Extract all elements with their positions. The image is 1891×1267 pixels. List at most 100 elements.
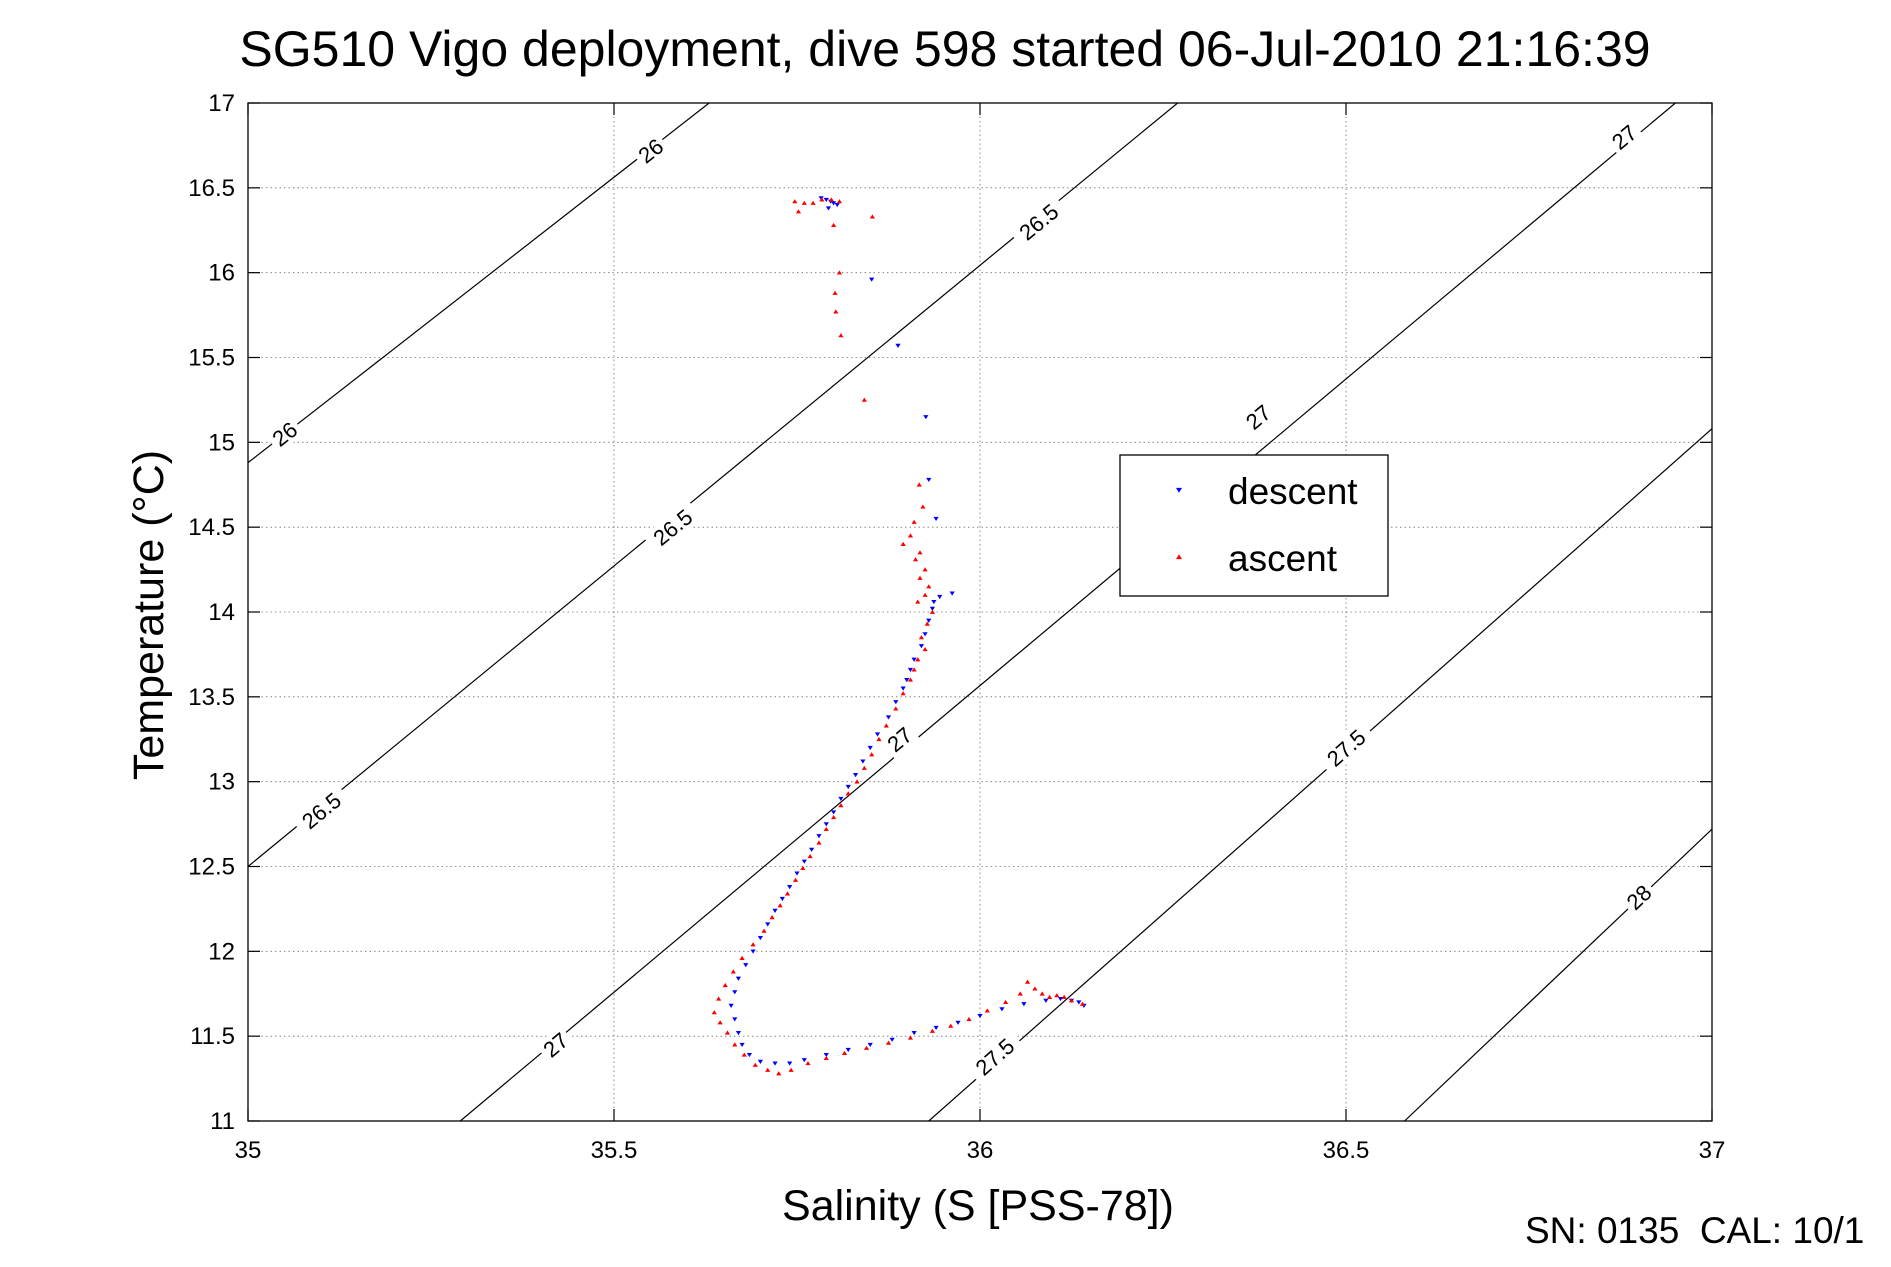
x-tick-label: 36.5 xyxy=(1323,1137,1370,1164)
descent-point xyxy=(818,196,824,201)
ascent-point xyxy=(833,309,839,314)
descent-point xyxy=(918,644,925,649)
descent-point xyxy=(904,678,910,683)
descent-point xyxy=(860,759,866,764)
ascent-point xyxy=(900,541,906,546)
ascent-point xyxy=(836,199,843,204)
descent-point xyxy=(867,1042,873,1047)
ascent-point xyxy=(885,1040,892,1045)
contour-label-bg xyxy=(642,499,703,555)
descent-point xyxy=(787,885,793,890)
descent-point xyxy=(1076,1000,1082,1005)
contour-label-27.5: 27.5 xyxy=(1316,719,1376,776)
descent-point xyxy=(895,343,901,348)
ascent-point xyxy=(800,865,806,871)
descent-point xyxy=(779,896,785,902)
ascent-point xyxy=(907,1035,914,1040)
descent-point xyxy=(765,922,771,927)
ascent-point xyxy=(717,1020,723,1025)
ascent-point xyxy=(911,667,917,672)
y-tick-label: 16.5 xyxy=(188,175,235,202)
ascent-point xyxy=(929,1028,936,1033)
ascent-point xyxy=(929,609,936,614)
descent-point xyxy=(831,810,837,815)
contour-label-27: 27 xyxy=(1238,397,1279,437)
ascent-point xyxy=(739,955,745,960)
ascent-point xyxy=(922,646,928,652)
y-tick-label: 12 xyxy=(208,938,235,965)
descent-point xyxy=(823,197,829,203)
contour-label-26: 26 xyxy=(264,414,305,454)
y-tick-label: 11.5 xyxy=(190,1023,235,1050)
y-tick-label: 14.5 xyxy=(188,514,235,541)
descent-point xyxy=(735,976,742,981)
descent-point xyxy=(933,1025,939,1031)
ascent-point xyxy=(966,1016,972,1022)
ascent-point xyxy=(836,270,843,275)
descent-point xyxy=(931,600,937,605)
x-tick-label: 36 xyxy=(967,1137,994,1164)
descent-point xyxy=(911,657,917,662)
descent-point xyxy=(834,202,840,208)
ascent-point xyxy=(752,1062,758,1067)
contour-label-text: 26 xyxy=(268,417,303,452)
descent-point xyxy=(949,591,955,596)
ascent-point xyxy=(883,723,889,728)
ascent-point xyxy=(907,677,914,682)
ascent-point xyxy=(869,214,875,219)
descent-point xyxy=(1057,997,1064,1002)
descent-point xyxy=(728,1003,734,1008)
contour-label-bg xyxy=(879,719,920,759)
contour-label-bg xyxy=(264,414,305,454)
contour-label-26.5: 26.5 xyxy=(291,782,352,839)
descent-point xyxy=(845,784,851,790)
descent-point xyxy=(772,1061,778,1066)
ascent-point xyxy=(792,199,798,204)
ascent-point xyxy=(816,840,822,845)
ascent-point xyxy=(1039,991,1045,996)
descent-point xyxy=(750,949,756,954)
descent-point xyxy=(823,822,829,827)
y-tick-label: 17 xyxy=(208,90,235,117)
x-axis-label: Salinity (S [PSS-78]) xyxy=(782,1182,1174,1230)
ascent-point xyxy=(854,779,860,784)
ascent-point xyxy=(863,1045,870,1050)
contour-label-bg xyxy=(630,131,671,170)
ascent-point xyxy=(1032,986,1038,991)
ascent-point xyxy=(916,482,922,487)
y-tick-label: 15.5 xyxy=(188,345,235,372)
ascent-point xyxy=(869,752,875,757)
ascent-point xyxy=(784,891,791,896)
ascent-point xyxy=(807,853,813,859)
x-tick-label: 35.5 xyxy=(591,1137,638,1164)
ascent-point xyxy=(1061,994,1067,999)
descent-point xyxy=(852,773,859,778)
ascent-point xyxy=(716,996,722,1001)
ascent-point xyxy=(1017,991,1023,996)
contour-label-text: 27 xyxy=(1241,400,1276,435)
descent-point xyxy=(926,618,932,623)
descent-point xyxy=(831,201,837,206)
grid-layer xyxy=(248,103,1712,1121)
y-tick-label: 16 xyxy=(208,260,235,287)
contour-label-bg xyxy=(291,782,352,839)
contour-label-27: 27 xyxy=(535,1025,576,1065)
descent-point xyxy=(809,847,815,852)
legend-box xyxy=(1119,454,1389,597)
ascent-point xyxy=(1003,999,1009,1005)
contour-label-bg xyxy=(535,1025,576,1065)
contour-label-bg xyxy=(1238,397,1279,437)
ascent-point xyxy=(922,567,928,572)
legend: descent ascent xyxy=(1119,454,1389,597)
y-tick-label: 14 xyxy=(208,599,235,626)
contour-line-27 xyxy=(459,103,1676,1121)
descent-point xyxy=(922,632,928,637)
contour-label-26.5: 26.5 xyxy=(1008,194,1069,250)
y-axis-label: Temperature (°C) xyxy=(125,450,173,780)
descent-point xyxy=(869,277,875,282)
y-tick-label: 13 xyxy=(208,769,235,796)
data-points xyxy=(711,196,1087,1076)
ascent-point xyxy=(948,1023,954,1028)
ascent-point xyxy=(788,1067,794,1072)
descent-point xyxy=(874,732,881,737)
